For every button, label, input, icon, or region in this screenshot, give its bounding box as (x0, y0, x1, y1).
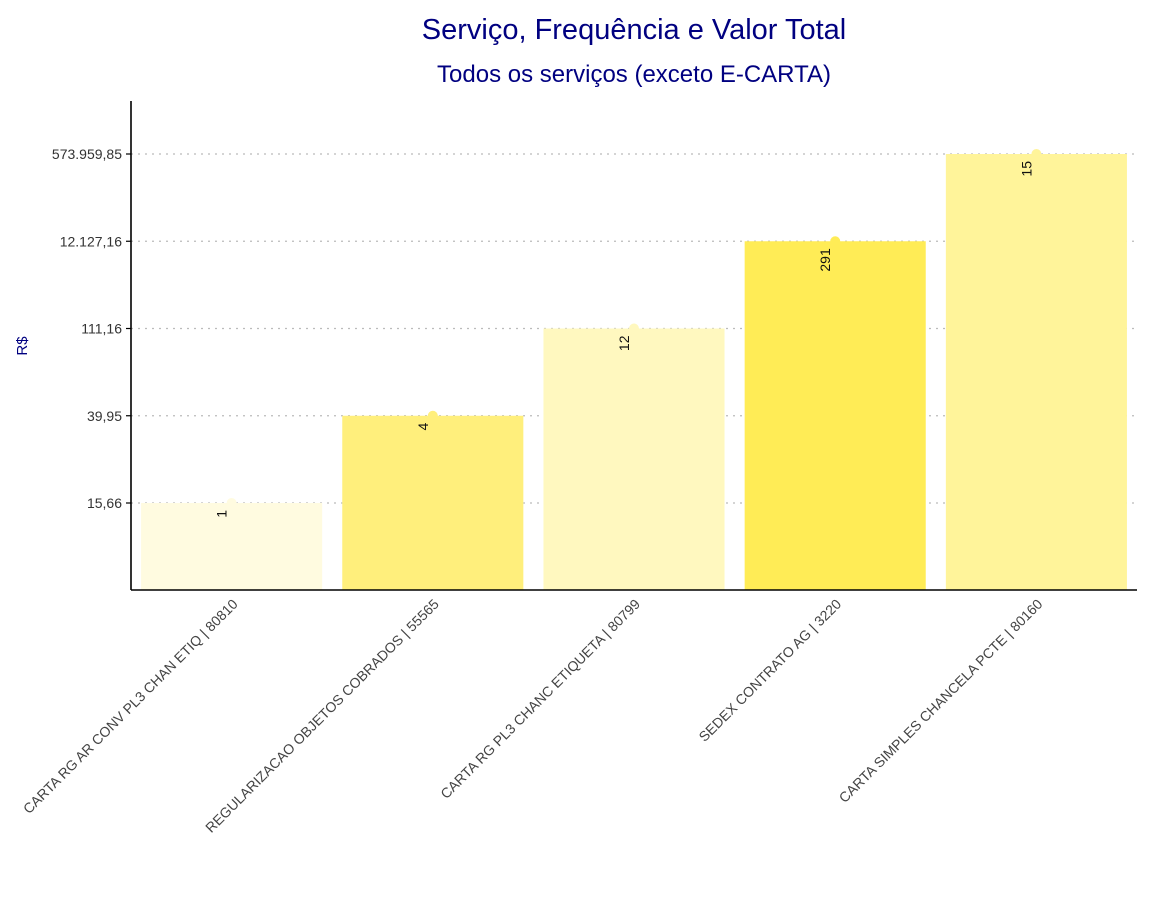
y-tick-label: 573.959,85 (52, 146, 122, 162)
bar-top-point (830, 236, 841, 247)
bar (744, 241, 926, 590)
count-label: 291 (817, 248, 833, 272)
bar (141, 503, 323, 590)
count-label: 4 (415, 423, 431, 431)
x-tick-labels: CARTA RG AR CONV PL3 CHAN ETIQ | 80810RE… (20, 596, 1046, 836)
bar-top-point (1031, 149, 1042, 159)
x-tick-label: CARTA RG AR CONV PL3 CHAN ETIQ | 80810 (20, 596, 241, 817)
count-label: 1 (214, 510, 230, 518)
y-tick-label: 111,16 (81, 321, 122, 337)
count-labels: 1 4 12 291 15 (214, 161, 1035, 518)
chart-title: Serviço, Frequência e Valor Total (422, 14, 846, 46)
bar (543, 328, 725, 590)
bar-top-point (427, 410, 438, 421)
bar-top-point (629, 323, 639, 334)
y-tick-label: 39,95 (87, 408, 122, 424)
bar (945, 154, 1127, 590)
x-tick-label: SEDEX CONTRATO AG | 3220 (695, 596, 844, 745)
y-ticks: 15,66 39,95 111,16 12.127,16 573.959,85 (52, 146, 131, 511)
bar-top-point (226, 498, 237, 508)
axes (130, 101, 1137, 591)
count-label: 15 (1018, 161, 1034, 177)
x-tick-label: REGULARIZACAO OBJETOS COBRADOS | 55565 (202, 596, 442, 836)
x-tick-label: CARTA RG PL3 CHANC ETIQUETA | 80799 (437, 596, 643, 802)
x-tick-label: CARTA SIMPLES CHANCELA PCTE | 80160 (836, 596, 1046, 806)
y-tick-label: 12.127,16 (60, 233, 122, 249)
bars (141, 149, 1127, 590)
chart-subtitle: Todos os serviços (exceto E-CARTA) (437, 61, 831, 88)
y-axis-label: R$ (14, 336, 31, 356)
bar (342, 415, 524, 590)
y-tick-label: 15,66 (87, 495, 122, 511)
count-label: 12 (616, 335, 632, 351)
